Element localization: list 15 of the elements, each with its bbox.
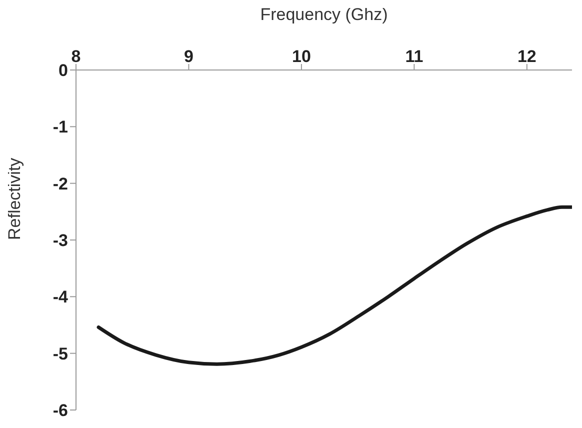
y-tick-label: -1	[52, 118, 68, 137]
y-tick-label: -6	[52, 401, 68, 420]
x-tick-label: 8	[71, 47, 81, 66]
y-axis-title: Reflectivity	[5, 157, 24, 240]
line-series	[96, 205, 572, 366]
y-tick-label: 0	[58, 61, 68, 80]
x-tick-label: 9	[184, 47, 194, 66]
y-tick-label: -3	[52, 231, 68, 250]
y-tick-label: -2	[52, 174, 68, 194]
x-tick-label: 11	[405, 47, 424, 66]
y-tick-label: -5	[52, 344, 68, 364]
x-tick-label: 10	[292, 47, 311, 66]
y-tick-label: -4	[52, 288, 69, 307]
x-axis-title: Frequency (Ghz)	[260, 5, 388, 24]
x-tick-label: 12	[517, 47, 536, 66]
